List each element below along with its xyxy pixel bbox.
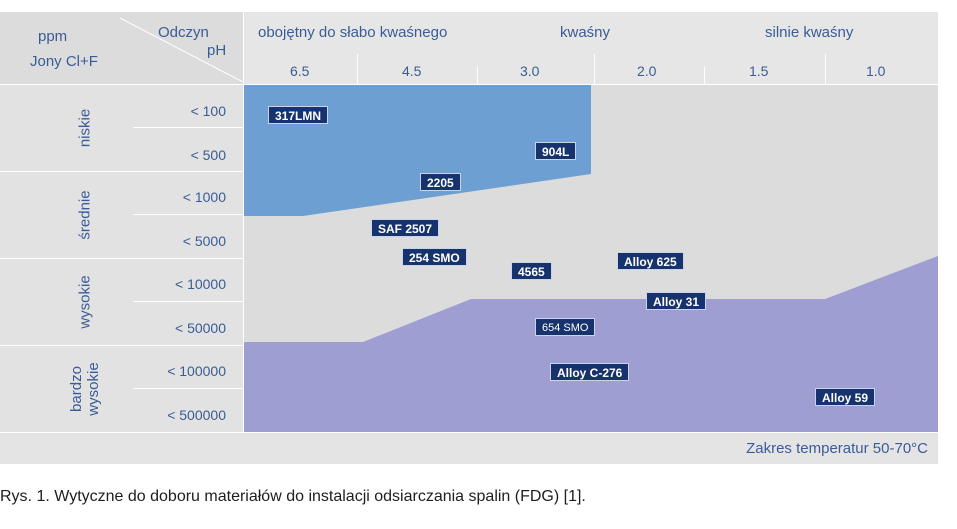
gridline (243, 12, 244, 432)
material-317lmn: 317LMN (268, 106, 329, 124)
concentration-label: < 500 (190, 147, 226, 163)
gridline (0, 258, 243, 259)
footer-band (0, 432, 938, 464)
ph-value: 4.5 (402, 63, 422, 79)
gridline (0, 432, 938, 433)
concentration-label: < 5000 (182, 233, 226, 249)
group-label-srednie: średnie (76, 190, 94, 240)
header-ph: pH (207, 42, 227, 59)
header-left (0, 12, 243, 84)
header-right (243, 12, 938, 84)
material-2205: 2205 (420, 173, 461, 191)
gridline (133, 301, 243, 302)
concentration-label: < 50000 (175, 320, 226, 336)
concentration-label: < 500000 (167, 407, 226, 423)
header-jony: Jony Cl+F (30, 53, 98, 70)
concentration-label: < 100 (190, 103, 226, 119)
group-label-bardzo-wysokie: bardzo wysokie (68, 362, 102, 416)
gridline (0, 84, 938, 85)
group-label-wysokie: wysokie (76, 275, 94, 329)
material-saf2507: SAF 2507 (371, 219, 440, 237)
material-4565: 4565 (511, 262, 552, 280)
gridline (0, 345, 243, 346)
gridline (133, 127, 243, 128)
material-alloy31: Alloy 31 (646, 292, 707, 310)
ph-value: 1.5 (749, 63, 769, 79)
gridline (594, 54, 595, 84)
figure-caption: Rys. 1. Wytyczne do doboru materiałów do… (0, 488, 586, 505)
material-254smo: 254 SMO (402, 248, 467, 266)
concentration-label: < 1000 (182, 189, 226, 205)
diagram: ppm Jony Cl+F Odczyn pH obojętny do słab… (0, 12, 938, 464)
gridline (133, 388, 243, 389)
group-label-niskie: niskie (76, 108, 94, 148)
header-cat-neutral: obojętny do słabo kwaśnego (258, 24, 448, 41)
header-cat-acid: kwaśny (560, 24, 611, 41)
concentration-label: < 100000 (167, 363, 226, 379)
temperature-range: Zakres temperatur 50-70°C (746, 440, 928, 457)
gridline (357, 54, 358, 84)
material-904l: 904L (535, 142, 577, 160)
material-alloy59: Alloy 59 (815, 388, 876, 406)
header-odczyn: Odczyn (158, 24, 209, 41)
gridline (477, 67, 478, 84)
ph-value: 6.5 (290, 63, 310, 79)
material-alloy625: Alloy 625 (617, 252, 684, 270)
region-top (243, 84, 591, 216)
concentration-label: < 10000 (175, 276, 226, 292)
ph-value: 1.0 (866, 63, 886, 79)
ph-value: 3.0 (520, 63, 540, 79)
header-diagonal (120, 18, 244, 83)
region-plot (243, 84, 938, 432)
header-cat-strong: silnie kwaśny (765, 24, 854, 41)
header-ppm: ppm (38, 28, 68, 45)
gridline (825, 54, 826, 84)
ph-value: 2.0 (637, 63, 657, 79)
material-alloy-c276: Alloy C-276 (550, 363, 630, 381)
gridline (704, 67, 705, 84)
region-bottom (243, 256, 938, 432)
gridline (133, 214, 243, 215)
material-654smo: 654 SMO (535, 318, 596, 336)
gridline (0, 171, 243, 172)
